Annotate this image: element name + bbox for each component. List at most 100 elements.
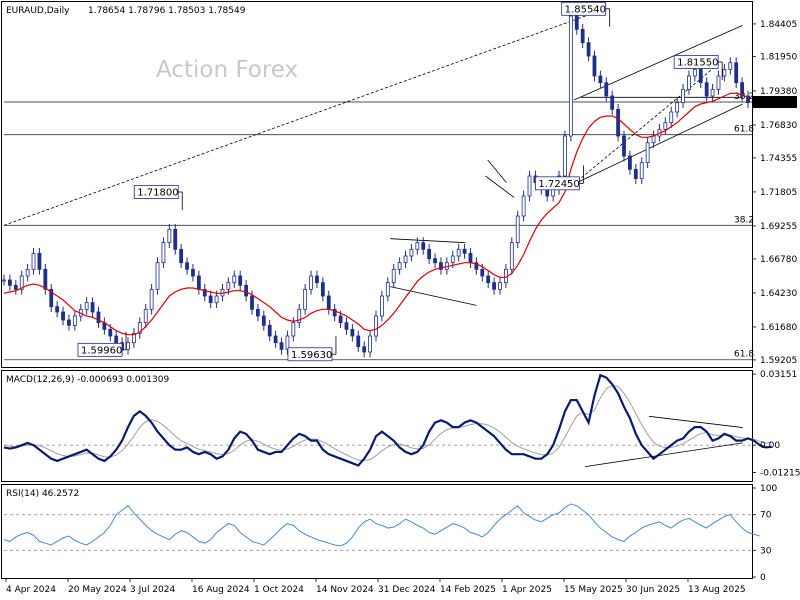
candle-body [291,322,296,337]
x-tick-label: 15 May 2025 [564,585,623,595]
candle-body [362,346,367,353]
candle-body [492,282,496,290]
annotation-box [133,185,179,199]
candle-body [486,275,491,284]
rsi-title: RSI(14) 46.2572 [6,489,79,499]
candle-body [415,242,420,250]
annotation-box [77,342,123,357]
candle-body [574,15,579,30]
fib-label: 38.2 [734,215,754,225]
candle-body [669,111,674,124]
flag-bottom [390,286,477,306]
candle-body [232,275,237,284]
candle-body [256,308,260,317]
candle-body [244,284,248,297]
candle-body [368,335,372,353]
candle-body [72,315,77,326]
candle-body [43,268,48,290]
candle-body [267,324,272,337]
macd-trendline [585,442,743,467]
fib-label: 38.2 [734,92,754,102]
rsi-y-tick-label: 0 [760,573,766,583]
annotation-label: 1.59960 [81,345,122,356]
candle-body [681,88,685,104]
candle-body [285,335,290,350]
y-tick-label: 1.81950 [760,53,797,63]
candle-body [179,248,184,264]
candle-body [598,75,603,84]
candle-body [421,242,426,250]
macd-y-tick-label: -0.012158 [760,469,800,479]
x-tick-label: 30 Jun 2025 [626,585,680,595]
candles [2,10,750,358]
candle-body [108,328,113,337]
candle-body [25,268,30,277]
small-flag-top [487,159,507,183]
ohlc-readout: 1.78654 1.78796 1.78503 1.78549 [88,6,246,16]
annotation-box [673,55,719,69]
candle-body [155,262,160,290]
macd-y-tick-label: 0.00 [760,441,780,451]
candle-body [196,275,201,290]
candle-body [391,268,396,284]
candle-body [397,262,402,270]
macd-panel [1,370,753,482]
candle-body [173,228,178,250]
candle-body [498,282,502,290]
annotation-label: 1.71800 [137,188,178,199]
candle-body [226,282,231,290]
candle-body [592,55,597,77]
price-horizontal-lines: 38.2 61.8 61.8 38.2 [4,92,754,361]
symbol-label: EURAUD,Daily [6,6,70,16]
rsi-panel [1,484,753,579]
candle-body [161,242,166,264]
x-tick-label: 16 Aug 2024 [192,585,250,595]
candle-body [49,288,54,308]
candle-body [2,279,6,282]
candle-body [356,335,361,348]
channel-mid [573,62,721,185]
candle-body [710,88,715,97]
y-tick-label: 1.71805 [760,188,797,198]
candle-body [238,275,243,286]
candle-body [746,95,750,104]
candle-body [320,282,325,297]
candle-body [740,82,744,97]
x-tick-label: 1 Apr 2025 [502,585,552,595]
macd-lines [3,373,772,467]
candle-body [675,102,680,113]
candle-body [309,275,313,290]
candle-body [114,335,119,344]
candle-body [208,295,213,304]
x-tick-label: 13 Aug 2025 [688,585,746,595]
macd-line [3,373,772,467]
candle-body [545,188,550,197]
candle-body [734,62,739,84]
candle-body [273,335,278,344]
annotation-label: 1.59630 [291,350,332,361]
candle-body [96,311,101,324]
candle-body [716,75,721,90]
candle-body [297,308,302,324]
candle-body [126,342,130,350]
candle-body [344,322,349,330]
candle-body [279,342,284,350]
candle-body [214,295,219,304]
candle-body [403,255,408,264]
candle-body [167,228,172,244]
candle-body [191,268,195,277]
candle-body [19,275,24,290]
candle-body [722,68,727,77]
candle-body [462,248,467,254]
x-tick-label: 1 Oct 2024 [254,585,304,595]
candle-body [610,95,615,110]
candle-body [568,15,573,137]
candle-body [728,62,733,70]
candle-body [8,279,12,286]
candle-body [380,295,384,317]
candle-body [250,295,254,310]
candle-body [704,82,709,97]
candle-body [586,42,591,57]
annotation-box [287,347,333,362]
candle-body [480,268,485,277]
